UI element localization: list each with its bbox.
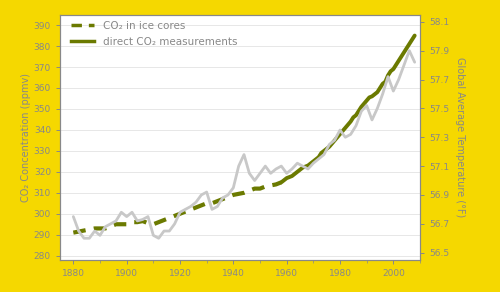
Legend: CO₂ in ice cores, direct CO₂ measurements: CO₂ in ice cores, direct CO₂ measurement… [67,17,242,51]
Y-axis label: Global Average Temperature (°F): Global Average Temperature (°F) [454,57,464,217]
Y-axis label: CO₂ Concentration (ppmv): CO₂ Concentration (ppmv) [21,73,31,202]
